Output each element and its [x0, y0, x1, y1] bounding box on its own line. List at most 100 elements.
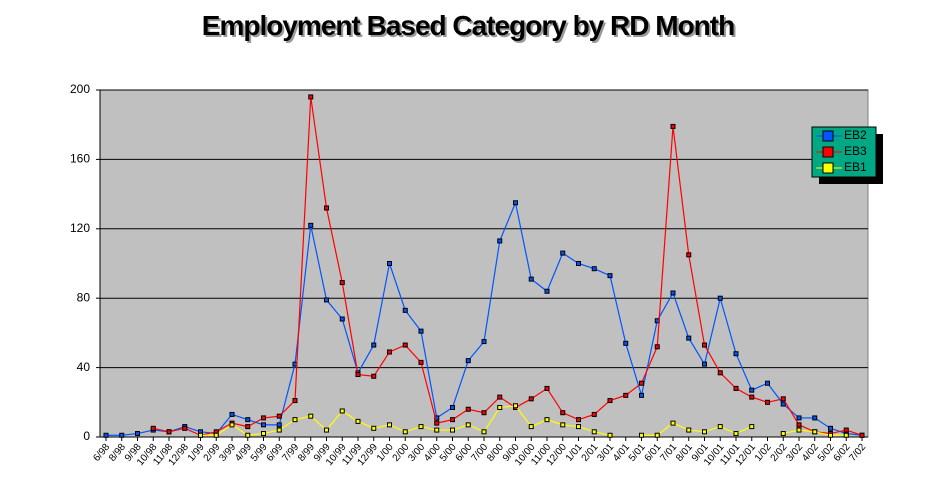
- data-point: [828, 425, 833, 431]
- data-point: [198, 432, 203, 438]
- data-point: [387, 422, 392, 428]
- y-tick-label: 80: [77, 290, 91, 304]
- data-point: [828, 432, 833, 438]
- data-point: [324, 205, 329, 211]
- data-point: [686, 252, 692, 258]
- data-point: [182, 425, 188, 431]
- data-point: [623, 392, 629, 398]
- data-point: [780, 396, 786, 402]
- data-point: [465, 358, 471, 364]
- data-point: [371, 425, 377, 431]
- data-point: [339, 316, 345, 322]
- data-point: [387, 261, 392, 266]
- data-point: [717, 370, 723, 376]
- data-point: [560, 422, 566, 428]
- data-point: [292, 398, 298, 404]
- data-point: [780, 401, 786, 407]
- data-point: [528, 424, 534, 430]
- data-point: [780, 431, 786, 437]
- data-point: [261, 422, 266, 428]
- data-point: [402, 342, 408, 348]
- y-tick-label: 120: [70, 221, 90, 235]
- data-point: [465, 422, 471, 428]
- legend-label: EB1: [844, 160, 867, 174]
- data-point: [229, 422, 235, 428]
- legend-swatch: [822, 162, 834, 174]
- data-point: [450, 427, 455, 433]
- data-point: [339, 408, 345, 414]
- data-point: [434, 420, 440, 426]
- data-point: [513, 403, 518, 409]
- x-tick-label: 7/02: [847, 442, 868, 464]
- data-point: [702, 342, 707, 348]
- data-point: [796, 415, 802, 421]
- data-point: [765, 399, 770, 405]
- data-point: [450, 417, 455, 423]
- data-point: [607, 398, 613, 404]
- data-point: [103, 432, 109, 438]
- data-point: [465, 406, 471, 412]
- data-point: [796, 422, 802, 428]
- data-point: [749, 394, 755, 400]
- data-point: [639, 380, 644, 386]
- data-point: [276, 427, 282, 433]
- data-point: [749, 387, 755, 393]
- data-point: [119, 432, 125, 438]
- data-point: [749, 424, 755, 430]
- data-point: [560, 250, 566, 256]
- data-point: [544, 385, 550, 391]
- data-point: [670, 420, 676, 426]
- legend-label: EB3: [844, 144, 867, 158]
- data-point: [591, 266, 597, 272]
- data-point: [245, 417, 251, 423]
- legend-swatch: [822, 146, 834, 158]
- legend-label: EB2: [844, 128, 867, 142]
- data-point: [229, 411, 235, 417]
- y-tick-label: 0: [83, 429, 90, 443]
- data-point: [686, 335, 692, 341]
- data-point: [639, 432, 644, 438]
- data-point: [544, 288, 550, 294]
- data-point: [497, 405, 503, 411]
- data-point: [607, 432, 613, 438]
- data-point: [654, 344, 660, 350]
- data-point: [497, 394, 503, 400]
- data-point: [591, 411, 597, 417]
- data-point: [796, 427, 802, 433]
- data-point: [371, 342, 377, 348]
- data-point: [686, 427, 692, 433]
- data-point: [717, 295, 723, 301]
- data-point: [418, 424, 424, 430]
- y-tick-label: 40: [77, 360, 91, 374]
- y-tick-label: 160: [70, 152, 90, 166]
- data-point: [245, 424, 251, 430]
- data-point: [355, 372, 361, 378]
- y-tick-label: 200: [70, 82, 90, 96]
- data-point: [150, 425, 156, 431]
- data-point: [402, 307, 408, 313]
- data-point: [402, 429, 408, 435]
- data-point: [733, 431, 739, 437]
- data-point: [308, 413, 314, 419]
- data-point: [481, 429, 487, 435]
- data-point: [733, 351, 739, 357]
- legend-swatch: [822, 130, 834, 142]
- data-point: [843, 427, 849, 433]
- data-point: [576, 424, 581, 430]
- chart-title: Employment Based Category by RD Month: [202, 10, 734, 41]
- data-point: [308, 94, 314, 100]
- data-point: [765, 380, 770, 386]
- data-point: [623, 340, 629, 346]
- data-point: [560, 410, 566, 416]
- data-point: [276, 413, 282, 419]
- series-line: [153, 96, 863, 436]
- data-point: [670, 123, 676, 129]
- data-point: [528, 276, 534, 282]
- data-point: [576, 417, 581, 423]
- data-point: [528, 396, 534, 402]
- data-point: [371, 373, 377, 379]
- data-point: [591, 429, 597, 435]
- data-point: [544, 417, 550, 423]
- data-point: [355, 418, 361, 424]
